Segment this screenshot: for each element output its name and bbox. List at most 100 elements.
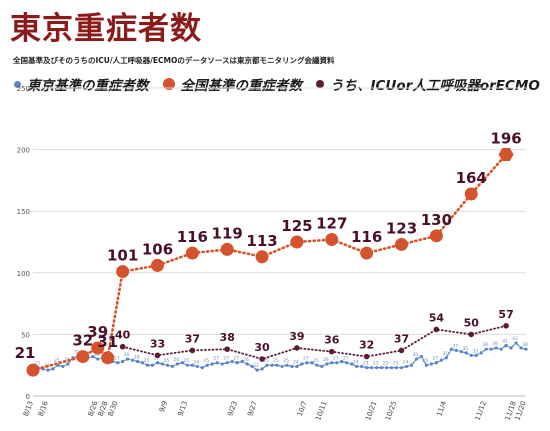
data-point	[116, 265, 130, 279]
data-point	[295, 364, 299, 369]
data-point	[499, 347, 503, 351]
data-point	[205, 363, 209, 367]
data-point	[340, 359, 344, 364]
tokyo-point-label: 30	[94, 352, 100, 358]
tokyo-point-label: 25	[144, 358, 150, 364]
data-point	[61, 364, 65, 369]
data-label-national: 31	[97, 333, 118, 351]
data-label-icu: 33	[150, 337, 165, 350]
tokyo-point-label: 30	[413, 352, 419, 358]
tokyo-point-label: 25	[184, 358, 190, 364]
data-point	[404, 364, 409, 369]
data-point	[91, 341, 105, 355]
tokyo-point-label: 25	[263, 358, 269, 364]
data-point	[96, 357, 100, 361]
y-tick-label: 200	[17, 147, 30, 155]
data-point	[370, 366, 374, 370]
data-point	[439, 358, 443, 362]
y-tick-label: 250	[17, 85, 30, 93]
data-point	[76, 350, 90, 364]
tokyo-point-label: 23	[383, 361, 389, 367]
data-point	[155, 361, 160, 365]
data-point	[190, 363, 194, 367]
data-point	[260, 367, 264, 371]
tokyo-point-label: 24	[403, 359, 409, 365]
tokyo-point-label: 27	[213, 356, 219, 362]
data-point	[375, 366, 379, 370]
tokyo-point-label: 27	[343, 356, 349, 362]
data-point	[270, 363, 274, 367]
legend: 東京基準の重症者数 全国基準の重症者数 うち、ICUor人工呼吸器orECMO	[14, 73, 550, 95]
data-label-national: 101	[107, 247, 138, 265]
tokyo-point-label: 35	[462, 346, 468, 352]
data-point	[220, 242, 234, 256]
data-point	[300, 362, 304, 366]
data-point	[101, 351, 115, 365]
tokyo-point-label: 30	[124, 352, 130, 358]
x-tick-label: 10/7	[296, 400, 309, 418]
series-line-1	[31, 153, 508, 372]
data-label-national: 39	[87, 323, 108, 341]
tokyo-point-label: 23	[373, 361, 379, 367]
legend-label-icu: うち、ICUor人工呼吸器orECMO	[330, 78, 540, 94]
legend-marker-tokyo	[14, 80, 21, 88]
data-point	[504, 343, 508, 348]
x-tick-label: 9/27	[246, 400, 259, 418]
data-label-icu: 36	[324, 334, 340, 347]
data-point	[424, 363, 429, 367]
tokyo-point-label: 25	[273, 358, 279, 364]
data-point	[444, 356, 448, 360]
tokyo-point-label: 27	[154, 356, 160, 362]
data-point	[160, 362, 165, 366]
data-point	[225, 361, 229, 365]
data-point	[185, 363, 189, 367]
data-point	[46, 368, 50, 372]
data-label-icu: 57	[498, 308, 513, 321]
data-point	[360, 364, 364, 369]
data-label-icu: 38	[220, 331, 235, 344]
tokyo-point-label: 24	[293, 359, 299, 365]
data-point	[285, 363, 289, 367]
data-point	[230, 359, 234, 364]
tokyo-point-label: 37	[452, 343, 458, 349]
x-tick-label: 8/16	[37, 399, 50, 417]
legend-item-tokyo[interactable]: 東京基準の重症者数	[14, 74, 149, 94]
data-label-icu: 50	[464, 316, 480, 329]
data-point	[494, 346, 498, 350]
data-point	[474, 353, 478, 357]
data-label-national: 113	[246, 232, 277, 250]
y-tick-label: 0	[26, 393, 30, 401]
data-point	[189, 347, 196, 354]
legend-item-national[interactable]: 全国基準の重症者数	[162, 74, 302, 94]
tokyo-point-label: 26	[174, 357, 180, 363]
data-point	[91, 354, 95, 359]
data-point	[335, 361, 339, 365]
data-point	[165, 363, 170, 367]
y-tick-label: 50	[21, 331, 30, 339]
data-point	[310, 361, 314, 365]
data-point	[325, 362, 329, 366]
legend-item-icu[interactable]: うち、ICUor人工呼吸器orECMO	[316, 74, 540, 94]
data-point	[464, 187, 478, 201]
data-point	[469, 353, 473, 357]
data-point	[459, 350, 463, 354]
data-point	[150, 363, 155, 367]
data-point	[328, 348, 335, 355]
data-label-national: 21	[15, 344, 36, 362]
data-label-national: 119	[212, 224, 243, 242]
data-point	[519, 346, 523, 350]
data-point	[524, 347, 528, 351]
tokyo-point-label: 27	[223, 356, 229, 362]
chart-title: 東京重症者数	[10, 11, 202, 47]
data-point	[255, 250, 269, 264]
data-label-icu: 37	[185, 332, 200, 345]
y-tick-label: 100	[17, 270, 30, 278]
data-point	[434, 361, 438, 365]
tokyo-point-label: 23	[34, 361, 40, 367]
data-point	[116, 361, 120, 365]
data-point	[51, 367, 55, 371]
data-point	[468, 331, 475, 338]
x-tick-label: 9/9	[158, 400, 169, 413]
data-label-national: 116	[351, 228, 382, 246]
chart-subtitle: 全国基準及びそのうちのICU/人工呼吸器/ECMOのデータソースは東京都モニタリ…	[13, 56, 335, 65]
